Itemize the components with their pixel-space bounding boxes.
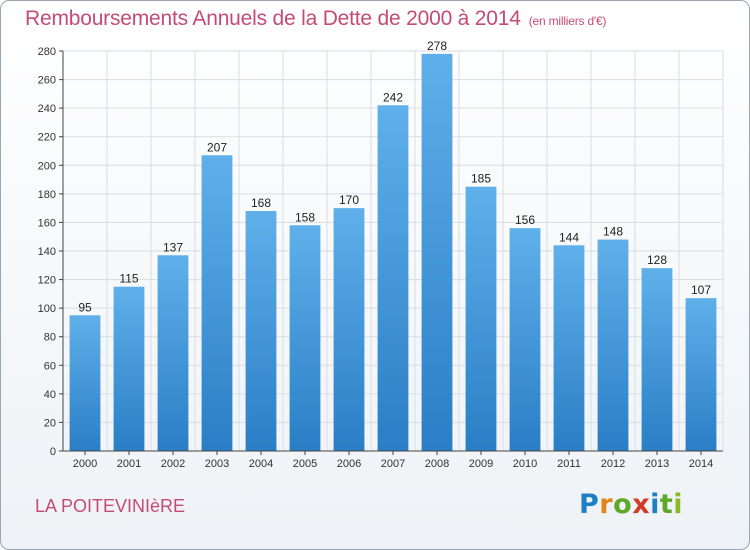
data-label: 144 bbox=[559, 230, 579, 244]
bar-2000 bbox=[69, 315, 101, 451]
x-tick-label: 2000 bbox=[73, 458, 97, 470]
x-tick-label: 2012 bbox=[601, 458, 625, 470]
data-label: 185 bbox=[471, 172, 491, 186]
x-tick-label: 2006 bbox=[337, 458, 361, 470]
x-tick-label: 2013 bbox=[645, 458, 669, 470]
data-label: 242 bbox=[383, 90, 403, 104]
y-tick-label: 260 bbox=[38, 75, 56, 87]
y-tick-label: 160 bbox=[38, 217, 56, 229]
y-tick-label: 220 bbox=[38, 132, 56, 144]
bar-2012 bbox=[597, 239, 629, 451]
bar-2008 bbox=[421, 53, 453, 451]
logo-letter: i bbox=[650, 489, 660, 520]
logo-letter: r bbox=[599, 489, 614, 520]
x-tick-label: 2007 bbox=[381, 458, 405, 470]
bar-2002 bbox=[157, 255, 189, 451]
y-tick-label: 100 bbox=[38, 303, 56, 315]
x-tick-label: 2005 bbox=[293, 458, 317, 470]
bar-2004 bbox=[245, 211, 277, 451]
data-label: 207 bbox=[207, 140, 227, 154]
data-label: 137 bbox=[163, 240, 183, 254]
data-label: 107 bbox=[691, 283, 711, 297]
bar-2009 bbox=[465, 186, 497, 451]
data-label: 148 bbox=[603, 225, 623, 239]
chart-subtitle: (en milliers d'€) bbox=[528, 14, 607, 28]
data-label: 170 bbox=[339, 193, 359, 207]
bar-2001 bbox=[113, 286, 145, 451]
y-tick-label: 0 bbox=[50, 446, 56, 458]
x-tick-label: 2010 bbox=[513, 458, 537, 470]
y-tick-label: 120 bbox=[38, 275, 56, 287]
logo-letter: P bbox=[579, 489, 600, 520]
x-tick-label: 2001 bbox=[117, 458, 141, 470]
logo-letter: i bbox=[673, 489, 684, 520]
logo-letter: t bbox=[659, 489, 674, 520]
data-label: 156 bbox=[515, 213, 535, 227]
data-label: 278 bbox=[427, 39, 447, 53]
bar-2013 bbox=[641, 268, 673, 451]
y-tick-label: 200 bbox=[38, 160, 56, 172]
y-tick-label: 40 bbox=[44, 389, 56, 401]
x-tick-label: 2014 bbox=[689, 458, 713, 470]
proxiti-logo: Proxiti bbox=[579, 489, 683, 520]
bars: 95 115 137 207 168 158 170 242 278 185 156 144 148 12… bbox=[69, 39, 717, 452]
data-label: 95 bbox=[78, 300, 92, 314]
axes: 0 20 40 60 80 100 120 140 160 180 200 220 240 260 280 2… bbox=[38, 46, 723, 470]
bar-2010 bbox=[509, 228, 541, 451]
bar-2014 bbox=[685, 298, 717, 451]
chart-title: Remboursements Annuels de la Dette de 20… bbox=[25, 7, 606, 31]
logo-letter: o bbox=[613, 489, 633, 520]
y-tick-label: 140 bbox=[38, 246, 56, 258]
x-tick-label: 2004 bbox=[249, 458, 273, 470]
bar-2006 bbox=[333, 208, 365, 451]
chart-title-text: Remboursements Annuels de la Dette de 20… bbox=[25, 7, 521, 30]
y-tick-label: 280 bbox=[38, 46, 56, 58]
logo-letter: x bbox=[632, 489, 651, 520]
bar-2005 bbox=[289, 225, 321, 451]
bar-2007 bbox=[377, 105, 409, 452]
y-tick-label: 180 bbox=[38, 189, 56, 201]
y-tick-label: 80 bbox=[44, 332, 56, 344]
y-tick-label: 60 bbox=[44, 360, 56, 372]
commune-name: LA POITEVINIèRE bbox=[35, 496, 186, 516]
x-tick-label: 2002 bbox=[161, 458, 185, 470]
x-tick-label: 2009 bbox=[469, 458, 493, 470]
bar-2003 bbox=[201, 155, 233, 452]
x-tick-label: 2003 bbox=[205, 458, 229, 470]
data-label: 168 bbox=[251, 196, 271, 210]
data-label: 128 bbox=[647, 253, 667, 267]
data-label: 158 bbox=[295, 210, 315, 224]
y-tick-label: 240 bbox=[38, 103, 56, 115]
data-label: 115 bbox=[119, 272, 138, 286]
x-tick-label: 2011 bbox=[557, 458, 581, 470]
y-tick-label: 20 bbox=[44, 417, 56, 429]
x-tick-label: 2008 bbox=[425, 458, 449, 470]
bar-2011 bbox=[553, 245, 585, 451]
